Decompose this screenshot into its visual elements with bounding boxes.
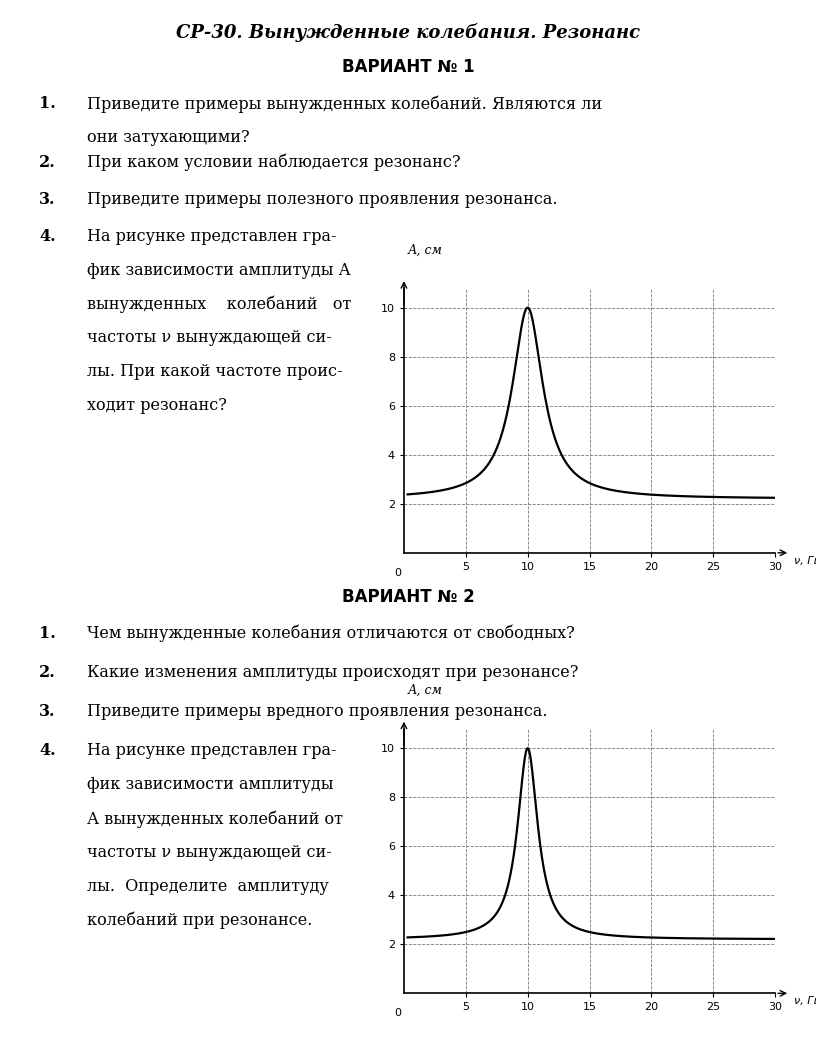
Text: вынужденных    колебаний   от: вынужденных колебаний от [87, 295, 352, 313]
Text: На рисунке представлен гра-: На рисунке представлен гра- [87, 742, 337, 759]
Text: 3.: 3. [39, 703, 55, 720]
Text: 0: 0 [394, 568, 401, 577]
Text: 2.: 2. [39, 664, 56, 681]
Text: они затухающими?: они затухающими? [87, 129, 250, 146]
Text: А вынужденных колебаний от: А вынужденных колебаний от [87, 810, 344, 828]
Text: Приведите примеры вредного проявления резонанса.: Приведите примеры вредного проявления ре… [87, 703, 548, 720]
Text: ходит резонанс?: ходит резонанс? [87, 397, 227, 414]
Text: 4.: 4. [39, 742, 55, 759]
Text: 3.: 3. [39, 191, 55, 208]
Text: 2.: 2. [39, 154, 56, 170]
Text: лы. При какой частоте проис-: лы. При какой частоте проис- [87, 363, 343, 380]
Text: 4.: 4. [39, 228, 55, 245]
Text: фик зависимости амплитуды: фик зависимости амплитуды [87, 776, 334, 793]
Text: лы.  Определите  амплитуду: лы. Определите амплитуду [87, 878, 329, 895]
Text: частоты ν вынуждающей си-: частоты ν вынуждающей си- [87, 844, 332, 861]
Text: Приведите примеры полезного проявления резонанса.: Приведите примеры полезного проявления р… [87, 191, 558, 208]
Text: 1.: 1. [39, 625, 56, 642]
Text: А, см: А, см [408, 244, 443, 256]
Text: А, см: А, см [408, 684, 443, 697]
Text: На рисунке представлен гра-: На рисунке представлен гра- [87, 228, 337, 245]
Text: ВАРИАНТ № 1: ВАРИАНТ № 1 [342, 58, 474, 76]
Text: частоты ν вынуждающей си-: частоты ν вынуждающей си- [87, 329, 332, 346]
Text: 1.: 1. [39, 95, 56, 112]
Text: колебаний при резонансе.: колебаний при резонансе. [87, 912, 313, 930]
Text: СР-30. Вынужденные колебания. Резонанс: СР-30. Вынужденные колебания. Резонанс [176, 23, 640, 42]
Text: ν, Гц: ν, Гц [794, 995, 816, 1006]
Text: ВАРИАНТ № 2: ВАРИАНТ № 2 [342, 588, 474, 606]
Text: фик зависимости амплитуды А: фик зависимости амплитуды А [87, 262, 351, 279]
Text: При каком условии наблюдается резонанс?: При каком условии наблюдается резонанс? [87, 154, 461, 172]
Text: Приведите примеры вынужденных колебаний. Являются ли: Приведите примеры вынужденных колебаний.… [87, 95, 602, 113]
Text: Какие изменения амплитуды происходят при резонансе?: Какие изменения амплитуды происходят при… [87, 664, 579, 681]
Text: 0: 0 [394, 1008, 401, 1018]
Text: Чем вынужденные колебания отличаются от свободных?: Чем вынужденные колебания отличаются от … [87, 625, 575, 643]
Text: ν, Гц: ν, Гц [794, 555, 816, 566]
